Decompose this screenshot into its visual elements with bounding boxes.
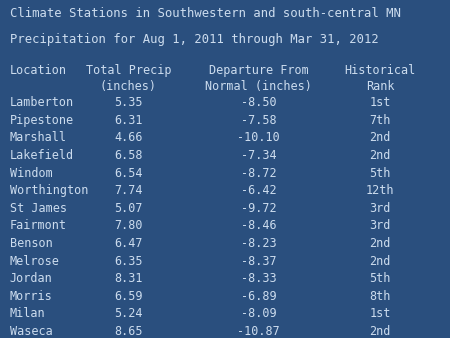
Text: Historical: Historical	[345, 64, 416, 77]
Text: 4.66: 4.66	[114, 131, 143, 144]
Text: Lakefield: Lakefield	[10, 149, 74, 162]
Text: 7.80: 7.80	[114, 219, 143, 232]
Text: Fairmont: Fairmont	[10, 219, 67, 232]
Text: 7th: 7th	[369, 114, 391, 127]
Text: 2nd: 2nd	[369, 131, 391, 144]
Text: Precipitation for Aug 1, 2011 through Mar 31, 2012: Precipitation for Aug 1, 2011 through Ma…	[10, 33, 378, 46]
Text: 8.65: 8.65	[114, 325, 143, 338]
Text: 5th: 5th	[369, 272, 391, 285]
Text: Normal (inches): Normal (inches)	[205, 80, 312, 93]
Text: Climate Stations in Southwestern and south-central MN: Climate Stations in Southwestern and sou…	[10, 7, 401, 20]
Text: -8.50: -8.50	[241, 96, 277, 109]
Text: 1st: 1st	[369, 307, 391, 320]
Text: -7.58: -7.58	[241, 114, 277, 127]
Text: -10.10: -10.10	[238, 131, 280, 144]
Text: 12th: 12th	[366, 184, 395, 197]
Text: -8.46: -8.46	[241, 219, 277, 232]
Text: Worthington: Worthington	[10, 184, 88, 197]
Text: Windom: Windom	[10, 167, 53, 179]
Text: 5th: 5th	[369, 167, 391, 179]
Text: 2nd: 2nd	[369, 237, 391, 250]
Text: -6.89: -6.89	[241, 290, 277, 303]
Text: 8.31: 8.31	[114, 272, 143, 285]
Text: Benson: Benson	[10, 237, 53, 250]
Text: 3rd: 3rd	[369, 219, 391, 232]
Text: 2nd: 2nd	[369, 325, 391, 338]
Text: 5.24: 5.24	[114, 307, 143, 320]
Text: 6.31: 6.31	[114, 114, 143, 127]
Text: -8.09: -8.09	[241, 307, 277, 320]
Text: 6.54: 6.54	[114, 167, 143, 179]
Text: 7.74: 7.74	[114, 184, 143, 197]
Text: 6.59: 6.59	[114, 290, 143, 303]
Text: 2nd: 2nd	[369, 149, 391, 162]
Text: St James: St James	[10, 202, 67, 215]
Text: Morris: Morris	[10, 290, 53, 303]
Text: 5.35: 5.35	[114, 96, 143, 109]
Text: Melrose: Melrose	[10, 255, 60, 267]
Text: -9.72: -9.72	[241, 202, 277, 215]
Text: Milan: Milan	[10, 307, 45, 320]
Text: (inches): (inches)	[100, 80, 157, 93]
Text: 5.07: 5.07	[114, 202, 143, 215]
Text: 6.47: 6.47	[114, 237, 143, 250]
Text: 2nd: 2nd	[369, 255, 391, 267]
Text: -10.87: -10.87	[238, 325, 280, 338]
Text: -8.72: -8.72	[241, 167, 277, 179]
Text: 6.58: 6.58	[114, 149, 143, 162]
Text: Pipestone: Pipestone	[10, 114, 74, 127]
Text: 3rd: 3rd	[369, 202, 391, 215]
Text: 6.35: 6.35	[114, 255, 143, 267]
Text: -8.33: -8.33	[241, 272, 277, 285]
Text: -8.23: -8.23	[241, 237, 277, 250]
Text: Rank: Rank	[366, 80, 395, 93]
Text: Marshall: Marshall	[10, 131, 67, 144]
Text: Departure From: Departure From	[209, 64, 309, 77]
Text: Lamberton: Lamberton	[10, 96, 74, 109]
Text: -7.34: -7.34	[241, 149, 277, 162]
Text: Location: Location	[10, 64, 67, 77]
Text: -6.42: -6.42	[241, 184, 277, 197]
Text: Jordan: Jordan	[10, 272, 53, 285]
Text: -8.37: -8.37	[241, 255, 277, 267]
Text: 8th: 8th	[369, 290, 391, 303]
Text: 1st: 1st	[369, 96, 391, 109]
Text: Total Precip: Total Precip	[86, 64, 171, 77]
Text: Waseca: Waseca	[10, 325, 53, 338]
